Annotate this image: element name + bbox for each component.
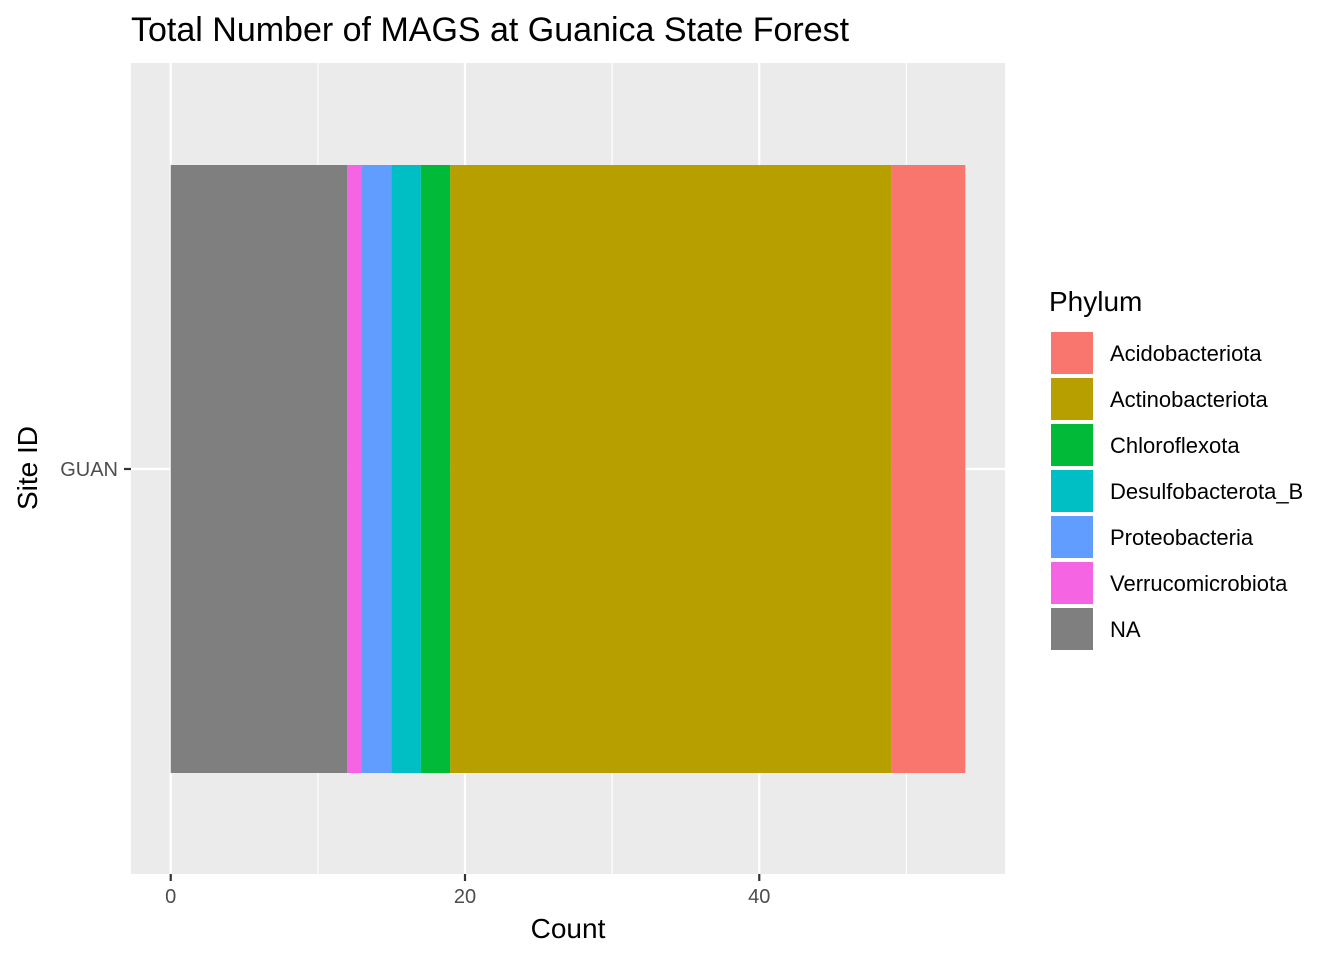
x-tick-label: 20 (454, 886, 476, 908)
legend-key-actinobacteriota (1049, 376, 1095, 422)
bar-segment-proteobacteria (362, 165, 392, 773)
y-tick-label: GUAN (60, 459, 118, 481)
legend-key-acidobacteriota (1049, 330, 1095, 376)
legend-label-proteobacteria: Proteobacteria (1110, 525, 1254, 550)
legend-label-chloroflexota: Chloroflexota (1110, 433, 1240, 458)
bar-segment-verrucomicrobiota (347, 165, 363, 773)
legend-key-proteobacteria (1049, 514, 1095, 560)
legend-key-chloroflexota (1049, 422, 1095, 468)
legend-label-acidobacteriota: Acidobacteriota (1110, 341, 1262, 366)
x-tick-label: 0 (165, 886, 176, 908)
bar-segment-actinobacteriota (450, 165, 892, 773)
y-axis-title: Site ID (12, 426, 43, 510)
legend-label-verrucomicrobiota: Verrucomicrobiota (1110, 571, 1288, 596)
legend-key-verrucomicrobiota (1049, 560, 1095, 606)
legend-title: Phylum (1049, 286, 1142, 317)
legend-label-desulfobacterota-b: Desulfobacterota_B (1110, 479, 1303, 504)
legend-key-desulfobacterota-b (1049, 468, 1095, 514)
x-axis-title: Count (531, 913, 606, 944)
legend-key-na (1049, 606, 1095, 652)
x-axis: 0 20 40 (165, 874, 770, 908)
chart-title: Total Number of MAGS at Guanica State Fo… (131, 11, 850, 49)
bar-stack (170, 165, 966, 773)
legend-label-na: NA (1110, 617, 1141, 642)
legend: Phylum Acidobacteriota Actinobacteriota Ch… (1049, 286, 1303, 652)
x-tick-label: 40 (748, 886, 770, 908)
bar-segment-chloroflexota (420, 165, 451, 773)
legend-label-actinobacteriota: Actinobacteriota (1110, 387, 1269, 412)
y-axis: GUAN (60, 459, 131, 481)
bar-segment-desulfobacterota-b (391, 165, 421, 773)
bar-segment-na (170, 165, 348, 773)
bar-segment-acidobacteriota (891, 165, 966, 773)
